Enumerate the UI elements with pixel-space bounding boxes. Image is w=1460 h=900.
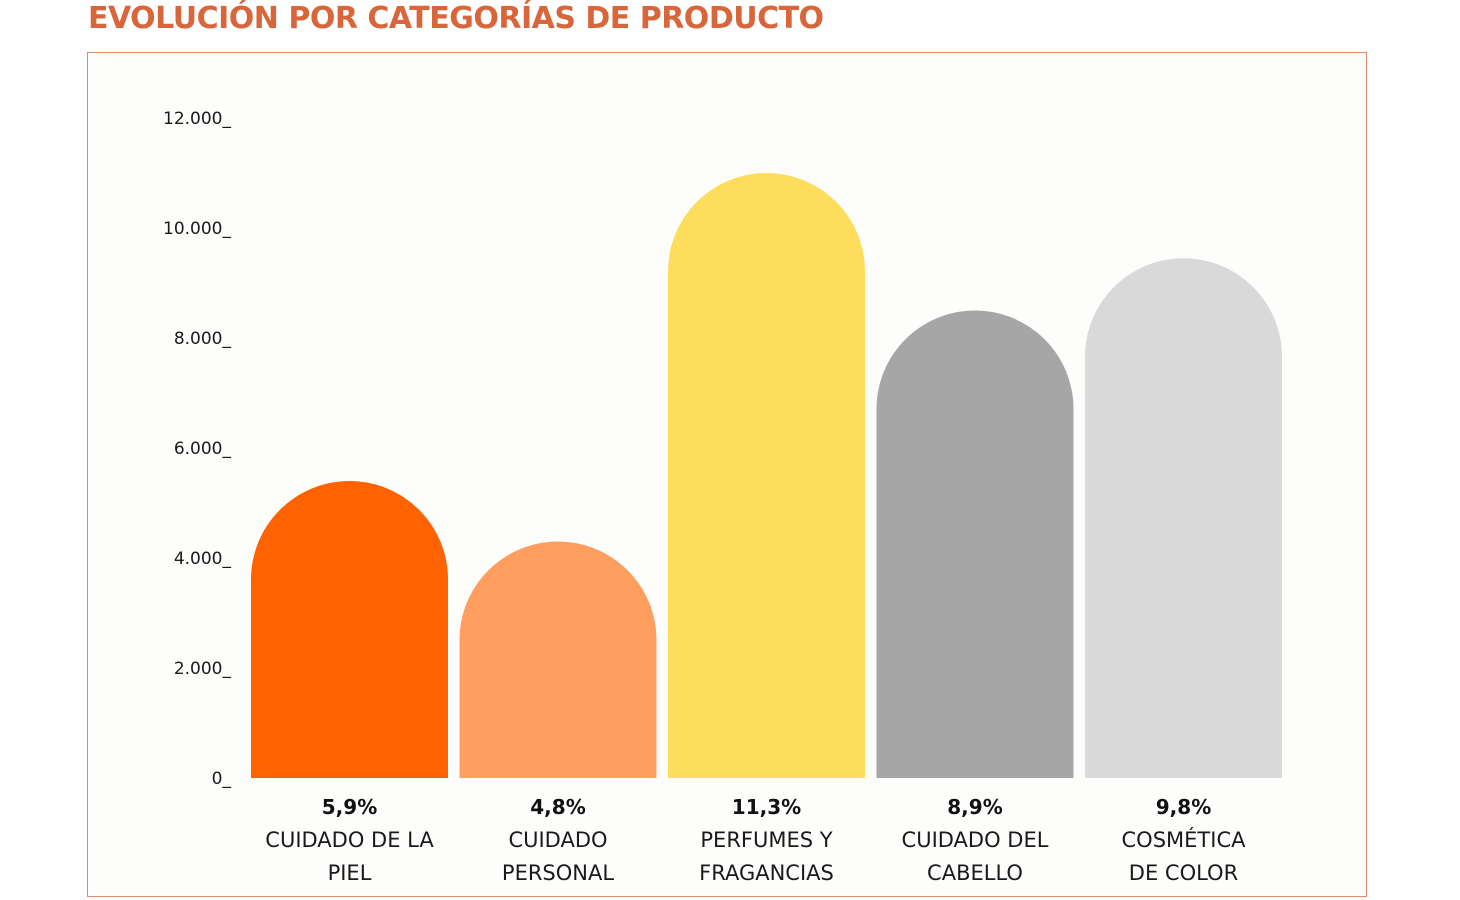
page-title: EVOLUCIÓN POR CATEGORÍAS DE PRODUCTO [88, 1, 824, 36]
bar-value-label: 5,9% [322, 795, 377, 819]
category-label: CABELLO [927, 861, 1023, 885]
y-tick-label: 4.000_ [174, 549, 232, 569]
category-label: PIEL [328, 861, 372, 885]
category-label: PERSONAL [502, 861, 614, 885]
bar-value-label: 9,8% [1156, 795, 1211, 819]
y-tick-label: 0_ [212, 769, 232, 789]
bar-value-label: 4,8% [530, 795, 585, 819]
category-label: FRAGANCIAS [699, 861, 834, 885]
category-label: CUIDADO DE LA [265, 828, 434, 852]
bar-value-label: 8,9% [947, 795, 1002, 819]
y-tick-label: 8.000_ [174, 329, 232, 349]
chart-frame: 0_ 2.000_ 4.000_ 6.000_ 8.000_ 10.000_ 12.000_… [87, 52, 1367, 897]
category-label: CUIDADO DEL [902, 828, 1049, 852]
bar [1085, 258, 1282, 778]
bar [459, 541, 657, 778]
bar [251, 481, 448, 778]
y-tick-label: 12.000_ [163, 109, 231, 129]
bar-value-label: 11,3% [732, 795, 801, 819]
bar-labels: 5,9% CUIDADO DE LA PIEL 4,8% CUIDADO PERSONAL… [265, 795, 1246, 885]
y-axis-ticks: 0_ 2.000_ 4.000_ 6.000_ 8.000_ 10.000_ 12.000_ [163, 109, 231, 789]
y-tick-label: 6.000_ [174, 439, 232, 459]
category-label: PERFUMES Y [700, 828, 832, 852]
bar [668, 173, 865, 778]
category-label: CUIDADO [508, 828, 607, 852]
y-tick-label: 10.000_ [163, 219, 231, 239]
category-label: COSMÉTICA [1122, 827, 1247, 852]
y-tick-label: 2.000_ [174, 659, 232, 679]
bars [251, 173, 1282, 778]
bar [876, 310, 1074, 778]
bar-chart: 0_ 2.000_ 4.000_ 6.000_ 8.000_ 10.000_ 12.000_… [163, 109, 1282, 885]
category-label: DE COLOR [1129, 861, 1238, 885]
